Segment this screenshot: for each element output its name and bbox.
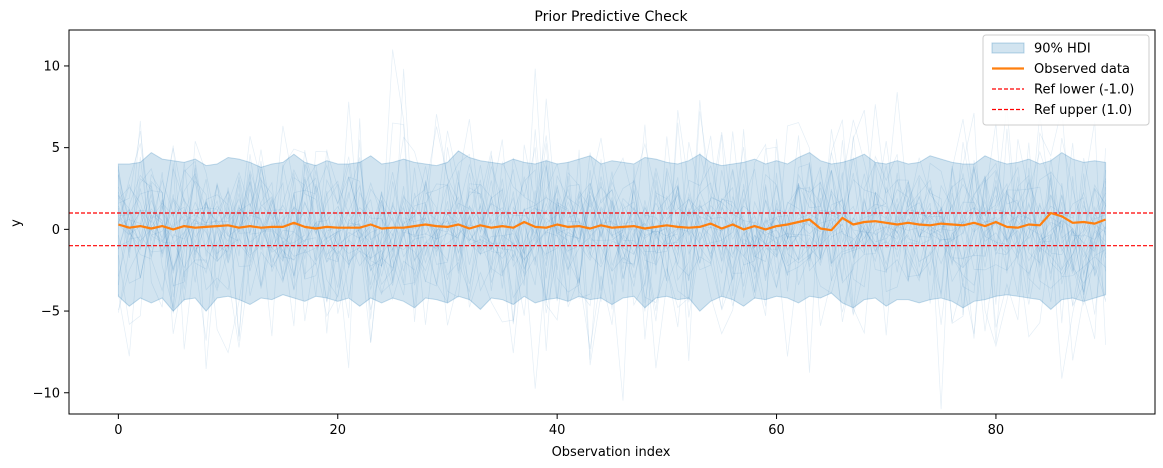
prior-draw-line xyxy=(118,135,1106,410)
x-tick-label: 40 xyxy=(549,423,566,438)
y-tick-label: 10 xyxy=(43,59,60,74)
prior-draws xyxy=(118,49,1106,410)
prior-draw-line xyxy=(118,168,1106,303)
prior-draw-line xyxy=(118,179,1106,281)
hdi-band xyxy=(117,150,1107,312)
legend-item: 90% HDI xyxy=(991,42,1091,57)
x-tick-label: 20 xyxy=(329,423,346,438)
legend-label: Ref upper (1.0) xyxy=(1034,103,1132,118)
x-tick-label: 0 xyxy=(114,423,122,438)
y-tick-label: −5 xyxy=(41,305,60,320)
prior-draw-line xyxy=(118,165,1106,289)
y-tick-label: −10 xyxy=(33,386,60,401)
plot-frame xyxy=(68,29,1156,415)
prior-draw-line xyxy=(118,139,1106,312)
prior-draw-line xyxy=(118,49,1106,369)
legend-item: Ref upper (1.0) xyxy=(992,103,1132,118)
observed-data-line xyxy=(118,211,1106,232)
legend-swatch xyxy=(991,42,1025,54)
prior-draw-line xyxy=(118,104,1106,389)
y-tick-label: 0 xyxy=(52,223,60,238)
prior-draw-line xyxy=(118,124,1106,332)
prior-draw-line xyxy=(118,179,1106,283)
x-tick-label: 60 xyxy=(768,423,785,438)
legend-label: Observed data xyxy=(1034,62,1130,77)
prior-draw-line xyxy=(118,149,1106,306)
prior-draw-line xyxy=(118,68,1106,370)
prior-draw-line xyxy=(118,150,1106,286)
prior-draw-line xyxy=(118,166,1106,305)
prior-draw-line xyxy=(118,170,1106,286)
x-axis-label: Observation index xyxy=(552,445,671,460)
prior-draw-line xyxy=(118,92,1106,401)
legend-label: Ref lower (-1.0) xyxy=(1034,83,1134,98)
prior-draw-line xyxy=(118,101,1106,338)
prior-draw-line xyxy=(118,111,1106,314)
legend-item: Ref lower (-1.0) xyxy=(992,83,1134,98)
prior-draw-line xyxy=(118,182,1106,285)
axis-ticks: 0 20 40 60 80 −10 −5 0 5 10 xyxy=(33,59,1005,438)
prior-draw-line xyxy=(118,120,1106,350)
legend-box xyxy=(982,34,1150,126)
prior-draw-line xyxy=(118,126,1106,328)
prior-draw-line xyxy=(118,162,1106,339)
legend-label: 90% HDI xyxy=(1034,42,1091,57)
y-tick-label: 5 xyxy=(52,141,60,156)
legend-item: Observed data xyxy=(992,62,1130,77)
chart-title: Prior Predictive Check xyxy=(534,9,688,25)
legend: 90% HDI Observed data Ref lower (-1.0) Ref … xyxy=(982,34,1150,126)
prior-draw-line xyxy=(118,167,1106,296)
plot-area xyxy=(69,49,1155,410)
prior-draw-line xyxy=(118,170,1106,316)
y-axis-label: y xyxy=(9,219,24,227)
prior-draw-line xyxy=(118,119,1106,379)
x-tick-label: 80 xyxy=(988,423,1005,438)
prior-draw-line xyxy=(118,113,1106,325)
